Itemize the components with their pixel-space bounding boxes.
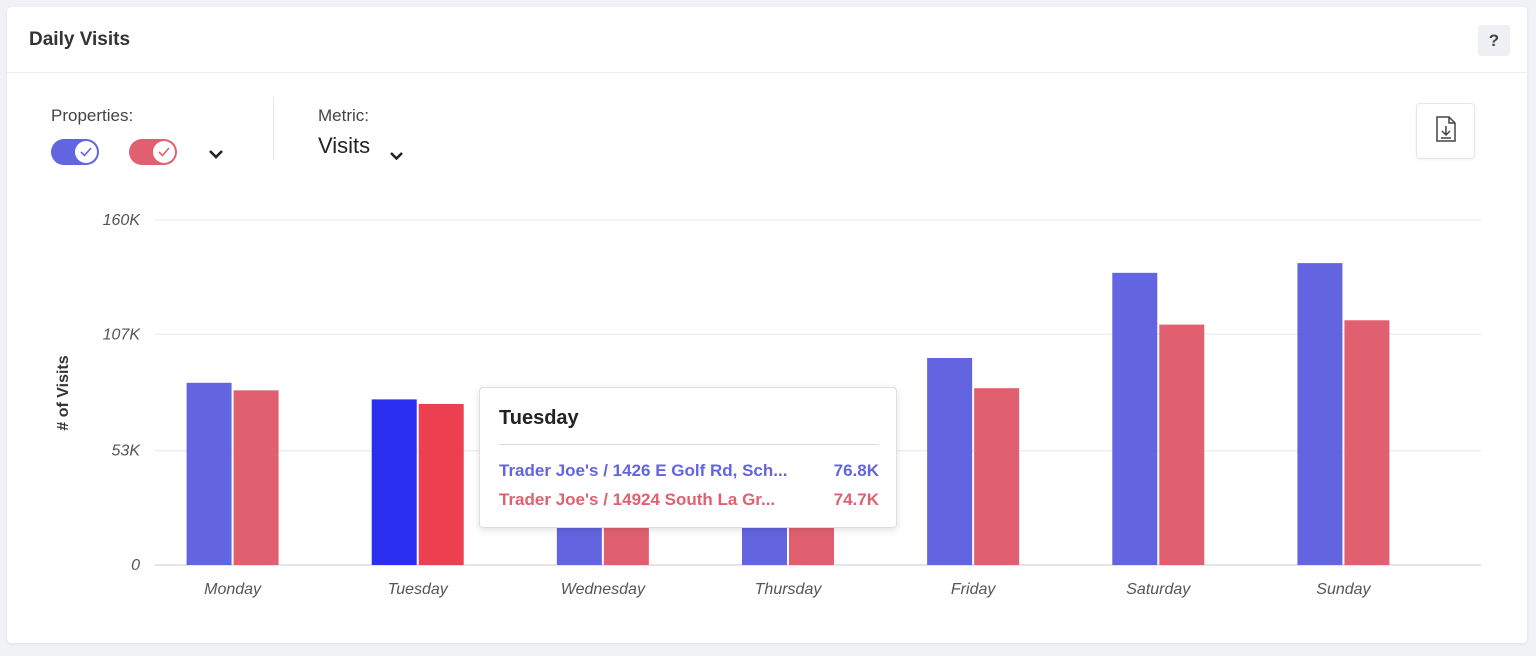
help-button[interactable]: ? xyxy=(1478,25,1510,56)
download-file-icon xyxy=(1434,115,1458,148)
download-button[interactable] xyxy=(1416,103,1475,159)
tooltip-series-2-value: 74.7K xyxy=(833,490,879,509)
x-tick-label: Saturday xyxy=(1126,581,1191,598)
tooltip-series-1-label: Trader Joe's / 1426 E Golf Rd, Sch... xyxy=(499,461,788,480)
bar-series-1 xyxy=(927,358,973,565)
x-tick-label: Tuesday xyxy=(388,581,449,598)
metric-label: Metric: xyxy=(318,106,369,125)
bar-series-1 xyxy=(371,399,417,565)
metric-dropdown-chevron-down-icon[interactable] xyxy=(389,148,404,166)
metric-value: Visits xyxy=(318,133,371,158)
bar-series-1 xyxy=(186,382,232,565)
chart-tooltip: Tuesday Trader Joe's / 1426 E Golf Rd, S… xyxy=(479,387,897,528)
properties-dropdown-chevron-down-icon[interactable] xyxy=(208,147,224,165)
y-axis-title: # of Visits xyxy=(55,355,72,430)
bar-series-2 xyxy=(418,403,464,565)
y-tick-label: 160K xyxy=(103,212,142,229)
y-tick-label: 53K xyxy=(112,443,142,460)
x-tick-label: Sunday xyxy=(1316,581,1371,598)
bar-series-2 xyxy=(233,390,279,565)
x-tick-label: Thursday xyxy=(755,581,823,598)
y-tick-label: 107K xyxy=(103,326,142,343)
x-tick-label: Friday xyxy=(951,581,996,598)
x-tick-label: Monday xyxy=(204,581,262,598)
y-tick-label: 0 xyxy=(131,557,140,574)
tooltip-divider xyxy=(499,444,879,445)
card-header: Daily Visits ? xyxy=(7,7,1527,73)
tooltip-row-series-1: Trader Joe's / 1426 E Golf Rd, Sch... 76… xyxy=(499,461,879,481)
property-toggle-2[interactable] xyxy=(129,139,177,165)
tooltip-series-1-value: 76.8K xyxy=(833,461,879,480)
x-tick-label: Wednesday xyxy=(561,581,646,598)
bar-series-2 xyxy=(974,388,1020,565)
controls-divider xyxy=(273,97,274,160)
bar-series-2 xyxy=(1159,324,1205,565)
properties-label: Properties: xyxy=(51,106,134,125)
metric-select[interactable]: Visits xyxy=(318,133,370,159)
bar-series-1 xyxy=(1297,263,1343,565)
property-toggle-1[interactable] xyxy=(51,139,99,165)
card-title: Daily Visits xyxy=(29,29,131,50)
bar-series-2 xyxy=(1344,320,1390,565)
tooltip-row-series-2: Trader Joe's / 14924 South La Gr... 74.7… xyxy=(499,490,879,510)
bar-series-1 xyxy=(1112,272,1158,565)
tooltip-series-2-label: Trader Joe's / 14924 South La Gr... xyxy=(499,490,776,509)
tooltip-title: Tuesday xyxy=(499,407,579,429)
question-icon: ? xyxy=(1488,30,1500,50)
check-icon xyxy=(153,141,175,163)
check-icon xyxy=(75,141,97,163)
